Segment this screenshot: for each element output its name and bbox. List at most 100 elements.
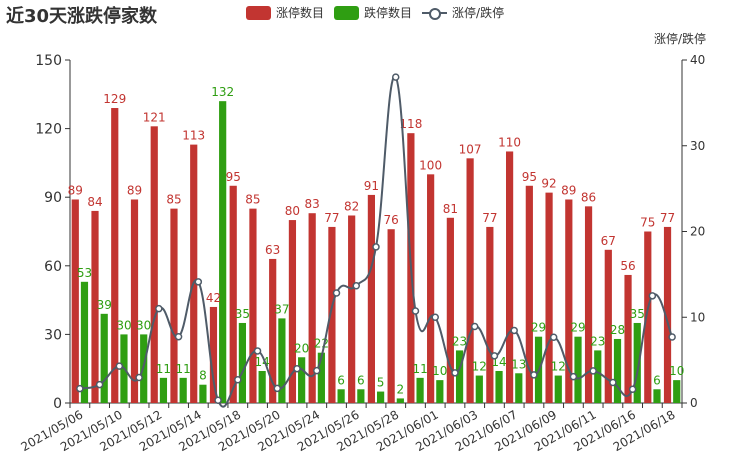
y-left-tick-label: 0 [53,396,62,412]
data-label-limit-down: 132 [211,85,234,99]
y-left-tick-label: 120 [35,122,62,138]
data-label-limit-down: 29 [570,321,585,335]
data-label-limit-up: 129 [103,92,126,106]
y-right-tick-label: 0 [690,396,698,410]
bar-limit-up [525,185,533,403]
bar-limit-up [367,194,375,403]
bar-limit-down [337,389,345,403]
data-label-limit-up: 77 [482,211,497,225]
data-label-limit-down: 30 [116,318,131,332]
data-label-limit-down: 20 [294,341,309,355]
bar-limit-down [159,377,168,403]
bar-limit-up [229,185,237,403]
ratio-point [115,362,124,370]
bar-limit-down [455,350,464,403]
ratio-point [510,326,518,335]
bar-limit-down [613,338,622,403]
ratio-point [313,366,321,375]
ratio-line [79,75,674,408]
data-label-limit-up: 89 [127,183,142,197]
right-axis-title: 涨停/跌停 [653,32,706,46]
bar-limit-down [357,389,365,403]
ratio-point [530,371,538,379]
bar-limit-down [317,352,325,403]
bar-limit-down [495,370,503,403]
ratio-point [490,352,499,360]
ratio-point [293,364,301,373]
bar-limit-down [219,101,227,403]
data-label-limit-down: 23 [452,334,467,348]
y-right-tick-label: 40 [690,53,705,67]
chart-title: 近30天涨跌停家数 [6,6,158,27]
bar-limit-down [633,322,641,403]
data-label-limit-down: 30 [136,318,151,332]
bar-limit-up [190,144,198,403]
data-label-limit-up: 118 [399,117,422,131]
bar-limit-down [515,373,523,403]
ratio-point [332,289,341,297]
data-label-limit-up: 81 [443,202,458,216]
bar-limit-up [269,258,277,403]
bar-limit-up [545,192,553,403]
data-label-limit-down: 39 [97,298,112,312]
ratio-point [668,333,676,341]
y-right-tick-label: 30 [690,139,705,153]
data-label-limit-up: 85 [245,193,260,207]
ratio-point [470,322,479,331]
data-label-limit-down: 11 [176,362,191,376]
ratio-point [352,282,361,290]
bar-limit-down [475,375,483,403]
data-label-limit-up: 100 [419,158,442,172]
legend-swatch-limit-down [334,5,360,20]
bar-limit-down [238,322,247,403]
bar-limit-down [298,357,306,403]
data-label-limit-up: 95 [226,170,241,184]
bar-limit-down [100,313,108,403]
data-label-limit-up: 89 [68,183,83,197]
bar-limit-down [258,370,266,403]
data-label-limit-up: 107 [459,142,482,156]
data-label-limit-up: 83 [305,197,320,211]
bar-limit-up [644,231,652,403]
data-label-limit-up: 77 [660,211,675,225]
y-left-tick-label: 150 [35,53,62,69]
data-label-limit-up: 56 [620,259,635,273]
bar-limit-up [584,206,593,403]
data-label-limit-up: 84 [87,195,102,209]
data-label-limit-up: 75 [640,216,655,230]
data-label-limit-up: 85 [166,193,181,207]
bar-limit-up [604,249,612,403]
ratio-point [609,378,617,387]
bar-limit-down [673,380,681,403]
data-label-limit-down: 6 [337,373,345,387]
bar-limit-down [179,377,187,403]
bar-limit-up [91,210,99,403]
legend-item-ratio[interactable]: 涨停/跌停 [422,4,504,21]
ratio-point [253,347,262,355]
data-label-limit-up: 91 [364,179,379,193]
bar-limit-down [199,384,207,403]
bar-limit-up [249,208,257,403]
ratio-point [372,243,380,251]
bar-limit-up [71,199,79,403]
bar-limit-up [328,226,336,403]
bar-limit-up [209,306,218,403]
bar-limit-up [624,274,632,403]
bar-limit-up [427,174,435,403]
legend-item-limit-up[interactable]: 涨停数目 [246,4,324,21]
data-label-limit-up: 80 [285,204,300,218]
bar-limit-up [486,226,494,403]
data-label-limit-down: 12 [472,360,487,374]
ratio-point [648,292,657,300]
legend-label-limit-up: 涨停数目 [276,6,325,20]
data-label-limit-down: 11 [412,362,427,376]
bar-limit-down [80,281,89,403]
bar-limit-down [377,391,385,403]
data-label-limit-down: 8 [199,369,207,383]
legend-item-limit-down[interactable]: 跌停数目 [334,4,412,21]
bar-limit-up [505,151,514,403]
ratio-point [451,369,459,377]
ratio-point [569,372,578,381]
bar-limit-up [288,220,297,403]
bar-limit-up [446,217,454,403]
